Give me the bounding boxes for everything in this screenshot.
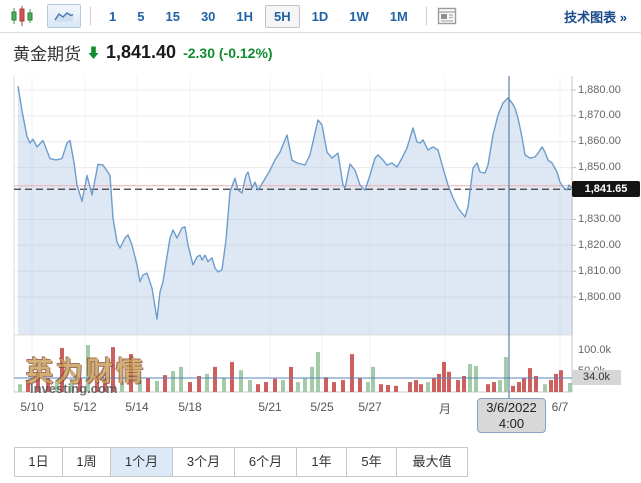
time-tick-label: 6/7 — [551, 400, 569, 414]
technical-chart-link[interactable]: 技术图表 » — [564, 9, 627, 25]
interval-button-5[interactable]: 5 — [137, 8, 145, 24]
range-button-5年[interactable]: 5年 — [347, 448, 397, 476]
chart-toolbar: 1 5 15 30 1H 5H 1D 1W 1M 技术图表 » — [0, 0, 641, 33]
interval-button-1[interactable]: 1 — [109, 8, 117, 24]
price-tick-label: 1,830.00 — [578, 212, 621, 225]
range-button-3个月[interactable]: 3个月 — [173, 448, 235, 476]
range-button-1周[interactable]: 1周 — [63, 448, 111, 476]
range-button-最大值[interactable]: 最大值 — [412, 454, 452, 469]
time-tick-label: 5/21 — [258, 400, 282, 414]
price-tick-label: 1,860.00 — [578, 135, 621, 148]
interval-button-1M[interactable]: 1M — [389, 8, 408, 24]
watermark-investing: Investing.com — [30, 381, 118, 396]
interval-button-1W[interactable]: 1W — [349, 8, 369, 24]
time-tick-label: 5/12 — [73, 400, 97, 414]
time-tick-label: 5/14 — [125, 400, 149, 414]
price-change: -2.30 (-0.12%) — [183, 44, 273, 61]
interval-button-5H[interactable]: 5H — [265, 4, 300, 28]
instrument-name: 黄金期货 — [13, 45, 81, 64]
down-arrow-icon — [88, 46, 99, 59]
range-button-1年[interactable]: 1年 — [297, 448, 347, 476]
interval-button-15[interactable]: 15 — [165, 8, 180, 24]
price-tick-label: 1,880.00 — [578, 83, 621, 96]
range-button-6个月[interactable]: 6个月 — [235, 448, 297, 476]
candlestick-chart-icon[interactable] — [10, 5, 34, 27]
price-tick-label: 1,800.00 — [578, 290, 621, 303]
price-tick-label: 1,820.00 — [578, 238, 621, 251]
price-tick-label: 1,850.00 — [578, 161, 621, 174]
news-layout-icon[interactable] — [436, 6, 458, 26]
time-tick-label: 5/25 — [310, 400, 334, 414]
current-volume-tag: 34.0k — [572, 370, 621, 386]
interval-buttons: 1 5 15 30 1H 5H 1D 1W 1M — [100, 4, 417, 28]
chart-area: 1,880.00 1,870.00 1,860.00 1,850.00 1,830.00… — [0, 72, 641, 433]
interval-button-1D[interactable]: 1D — [311, 8, 329, 24]
range-button-1个月[interactable]: 1个月 — [111, 448, 173, 476]
price-tick-label: 1,810.00 — [578, 264, 621, 277]
toolbar-divider — [425, 7, 427, 25]
interval-button-30[interactable]: 30 — [200, 8, 216, 24]
time-tick-label: 5/18 — [178, 400, 202, 414]
watermark-cn: 英为财情 — [26, 357, 146, 387]
time-tick-label: 5/10 — [20, 400, 44, 414]
last-price: 1,841.40 — [106, 42, 177, 62]
price-tick-label: 1,870.00 — [578, 109, 621, 122]
volume-tick-label: 100.0k — [578, 344, 612, 357]
time-tick-label: 5/27 — [358, 400, 382, 414]
time-range-bar: 1日 1周 1个月 3个月 6个月 1年 5年 最大值 — [14, 447, 468, 477]
interval-button-1H[interactable]: 1H — [236, 8, 254, 24]
area-chart-icon[interactable] — [47, 4, 81, 28]
price-chart-canvas[interactable] — [0, 72, 641, 433]
tooltip-time: 4:00 — [498, 416, 525, 431]
toolbar-divider — [90, 7, 91, 25]
current-price-tag: 1,841.65 — [572, 181, 640, 198]
tooltip-date: 3/6/2022 — [486, 400, 537, 415]
crosshair-date-tooltip: 3/6/2022 4:00 — [477, 398, 546, 433]
time-tick-label: 月 — [438, 402, 452, 416]
range-button-1日[interactable]: 1日 — [15, 448, 63, 476]
quote-header: 黄金期货 1,841.40 -2.30 (-0.12%) — [0, 33, 641, 72]
